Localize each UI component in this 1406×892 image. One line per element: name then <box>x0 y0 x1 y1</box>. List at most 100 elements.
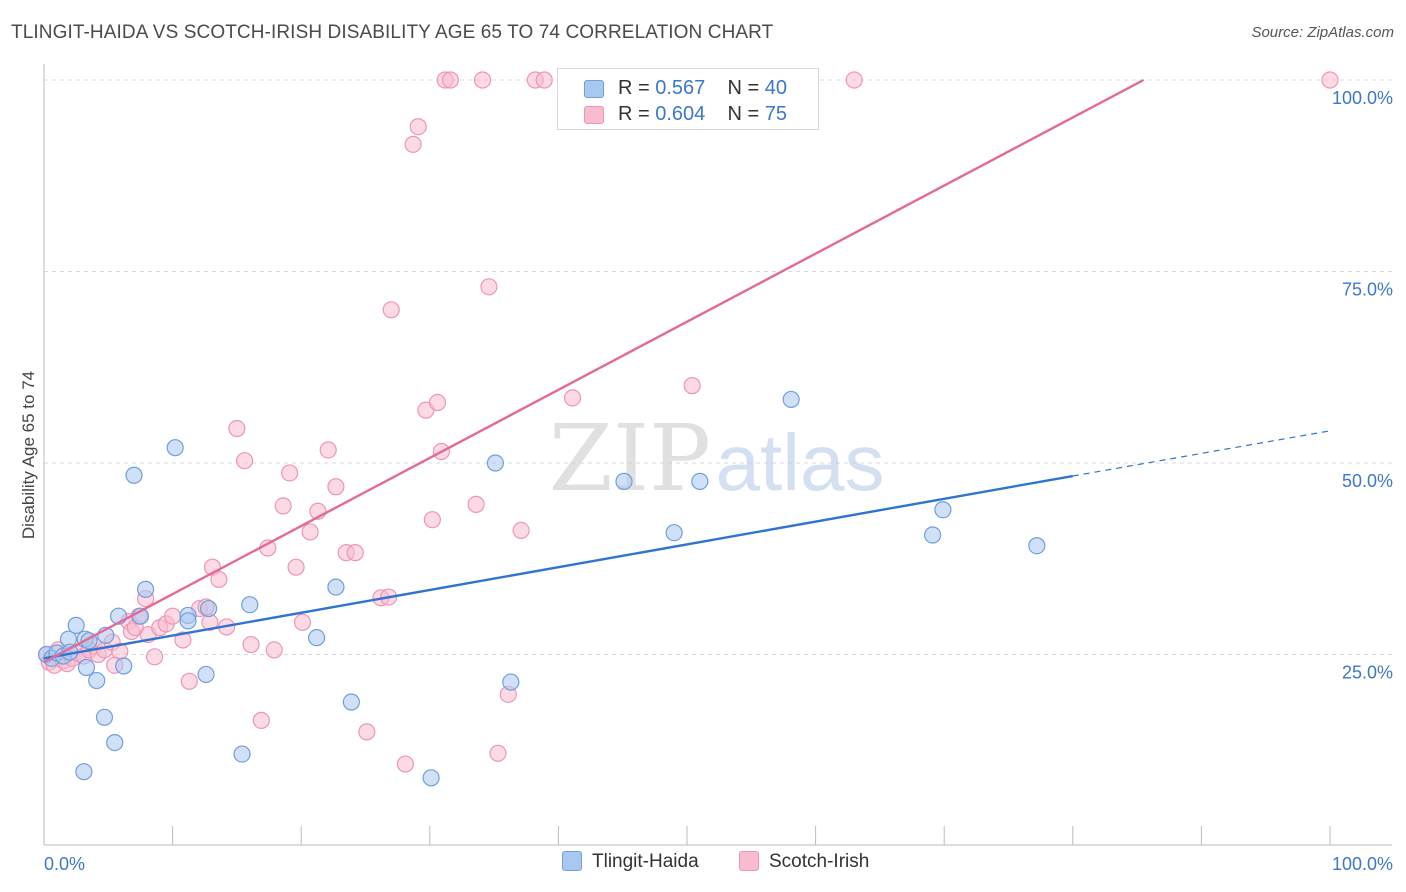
trend-line-tlingit-haida <box>43 474 1074 660</box>
data-point-scotch-irish <box>535 71 553 89</box>
data-point-scotch-irish <box>489 744 507 762</box>
bottom-legend-label: Tlingit-Haida <box>592 851 699 872</box>
data-point-scotch-irish <box>145 648 164 666</box>
data-point-tlingit-haida <box>502 673 520 691</box>
data-point-scotch-irish <box>174 631 192 649</box>
bottom-legend-tlingit-haida[interactable]: Tlingit-Haida <box>562 851 699 873</box>
data-point-scotch-irish <box>473 71 492 89</box>
y-axis-label: Disability Age 65 to 74 <box>19 371 38 539</box>
axes <box>43 64 1392 846</box>
data-point-scotch-irish <box>210 570 228 589</box>
data-point-tlingit-haida <box>136 580 155 598</box>
data-point-tlingit-haida <box>342 693 360 711</box>
data-point-scotch-irish <box>563 389 582 407</box>
data-point-scotch-irish <box>512 521 530 540</box>
data-point-tlingit-haida <box>75 763 93 781</box>
data-point-tlingit-haida <box>106 733 124 752</box>
x-tick-labels: 0.0% 100.0% <box>44 854 1393 874</box>
data-point-scotch-irish <box>428 393 447 412</box>
data-point-scotch-irish <box>281 464 299 482</box>
data-point-tlingit-haida <box>77 658 96 677</box>
data-point-scotch-irish <box>242 635 260 654</box>
legend-swatch-pink <box>584 106 604 124</box>
y-tick-label: 25.0% <box>1342 663 1393 683</box>
data-point-tlingit-haida <box>88 671 106 690</box>
data-point-scotch-irish <box>467 495 485 513</box>
data-point-tlingit-haida <box>691 472 709 490</box>
data-point-tlingit-haida <box>782 390 800 409</box>
data-point-scotch-irish <box>441 71 459 89</box>
trend-line-scotch-irish <box>43 78 1145 664</box>
bottom-legend-swatch-pink <box>739 851 759 871</box>
bottom-legend-label: Scotch-Irish <box>769 851 870 872</box>
stats-legend: R = 0.567 N = 40 R = 0.604 N = 75 <box>557 68 819 130</box>
data-point-scotch-irish <box>404 135 422 153</box>
legend-r-label: R = <box>618 103 656 125</box>
trend-line-tlingit-haida-extension <box>1072 430 1331 477</box>
data-point-scotch-irish <box>287 558 305 576</box>
data-point-scotch-irish <box>346 544 364 562</box>
data-point-tlingit-haida <box>308 629 326 647</box>
data-point-scotch-irish <box>1321 71 1339 89</box>
data-point-scotch-irish <box>683 377 701 395</box>
data-point-scotch-irish <box>164 607 182 625</box>
data-point-scotch-irish <box>845 71 863 89</box>
data-point-tlingit-haida <box>486 454 504 472</box>
trend-lines <box>43 78 1331 664</box>
data-point-scotch-irish <box>252 711 270 729</box>
data-point-tlingit-haida <box>197 665 215 684</box>
watermark-atlas: atlas <box>716 418 885 507</box>
data-point-tlingit-haida <box>67 616 85 634</box>
data-point-tlingit-haida <box>233 745 251 763</box>
legend-r-value: 0.604 <box>655 103 706 125</box>
data-point-tlingit-haida <box>200 599 218 618</box>
data-point-scotch-irish <box>293 613 312 631</box>
y-tick-labels: 25.0% 50.0% 75.0% 100.0% <box>1332 88 1393 683</box>
data-point-tlingit-haida <box>665 524 683 542</box>
legend-n-value: 40 <box>764 77 788 99</box>
y-tick-label: 100.0% <box>1332 88 1393 108</box>
data-point-tlingit-haida <box>241 596 259 614</box>
data-point-scotch-irish <box>236 452 254 470</box>
gridlines <box>44 79 1392 655</box>
data-point-scotch-irish <box>265 641 283 659</box>
series-tlingit-haida <box>37 390 1046 787</box>
legend-swatch-blue <box>584 80 604 98</box>
bottom-legend-swatch-blue <box>562 851 582 871</box>
y-tick-label: 50.0% <box>1342 471 1393 491</box>
data-point-scotch-irish <box>358 723 376 741</box>
data-point-scotch-irish <box>423 511 441 529</box>
legend-r-value: 0.567 <box>655 77 706 99</box>
data-point-tlingit-haida <box>924 526 942 544</box>
data-point-tlingit-haida <box>125 466 143 484</box>
x-tick-label: 0.0% <box>44 854 85 874</box>
legend-n-value: 75 <box>764 103 788 125</box>
y-tick-label: 75.0% <box>1342 280 1393 300</box>
legend-n-label: N = <box>727 77 765 99</box>
data-point-scotch-irish <box>274 497 292 515</box>
data-point-scotch-irish <box>301 523 319 541</box>
data-point-scotch-irish <box>228 419 246 438</box>
chart-source: Source: ZipAtlas.com <box>1251 24 1394 41</box>
legend-n-label: N = <box>727 103 765 125</box>
data-point-tlingit-haida <box>422 769 440 787</box>
data-point-scotch-irish <box>319 441 337 459</box>
data-point-scotch-irish <box>382 301 400 319</box>
data-point-tlingit-haida <box>166 439 184 457</box>
data-point-tlingit-haida <box>115 657 133 675</box>
x-tick-label: 100.0% <box>1332 854 1393 874</box>
data-point-tlingit-haida <box>179 612 197 630</box>
legend-r-label: R = <box>618 77 656 99</box>
data-point-tlingit-haida <box>95 708 114 726</box>
data-point-tlingit-haida <box>615 472 633 490</box>
watermark-zip: ZIP <box>549 405 711 512</box>
data-point-scotch-irish <box>409 118 427 136</box>
data-point-tlingit-haida <box>327 578 345 596</box>
data-point-scotch-irish <box>396 755 414 773</box>
chart-title: TLINGIT-HAIDA VS SCOTCH-IRISH DISABILITY… <box>11 22 774 43</box>
data-point-scotch-irish <box>327 478 345 496</box>
bottom-legend-scotch-irish[interactable]: Scotch-Irish <box>739 851 869 873</box>
data-point-scotch-irish <box>480 278 498 296</box>
data-point-tlingit-haida <box>934 501 952 519</box>
